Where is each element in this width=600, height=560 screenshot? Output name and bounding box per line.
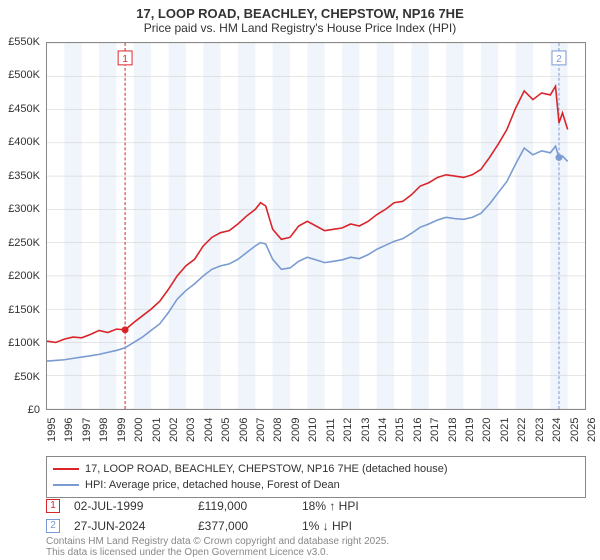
x-tick-label: 2025 [569, 418, 581, 442]
footer-line1: Contains HM Land Registry data © Crown c… [46, 536, 389, 547]
svg-text:1: 1 [122, 54, 128, 65]
transaction-marker: 2 [46, 519, 60, 533]
chart-title-address: 17, LOOP ROAD, BEACHLEY, CHEPSTOW, NP16 … [0, 6, 600, 21]
y-tick-label: £400K [8, 136, 40, 148]
svg-text:2: 2 [556, 54, 562, 65]
x-tick-label: 2003 [185, 418, 197, 442]
transaction-row: 1 02-JUL-1999 £119,000 18% ↑ HPI [46, 496, 586, 516]
chart-subtitle: Price paid vs. HM Land Registry's House … [0, 21, 600, 35]
x-tick-label: 1996 [63, 418, 75, 442]
x-tick-label: 1997 [81, 418, 93, 442]
x-tick-label: 2012 [342, 418, 354, 442]
transaction-price: £377,000 [198, 516, 288, 536]
x-tick-label: 2018 [447, 418, 459, 442]
chart-plot-area: 12 [46, 42, 586, 410]
x-tick-label: 1995 [46, 418, 58, 442]
chart-svg: 12 [47, 43, 585, 409]
legend-label: 17, LOOP ROAD, BEACHLEY, CHEPSTOW, NP16 … [85, 461, 448, 477]
y-tick-label: £450K [8, 103, 40, 115]
footer-attribution: Contains HM Land Registry data © Crown c… [46, 536, 389, 558]
transaction-hpi: 1% ↓ HPI [302, 516, 392, 536]
y-tick-label: £200K [8, 270, 40, 282]
x-tick-label: 2017 [429, 418, 441, 442]
transaction-hpi: 18% ↑ HPI [302, 496, 392, 516]
legend-row: HPI: Average price, detached house, Fore… [53, 477, 579, 493]
legend-swatch [53, 468, 79, 470]
x-tick-label: 2006 [238, 418, 250, 442]
x-tick-label: 2014 [377, 418, 389, 442]
x-tick-label: 2007 [255, 418, 267, 442]
y-tick-label: £100K [8, 337, 40, 349]
transaction-date: 02-JUL-1999 [74, 496, 184, 516]
legend-swatch [53, 484, 79, 486]
x-tick-label: 1998 [98, 418, 110, 442]
x-tick-label: 2001 [151, 418, 163, 442]
x-tick-label: 2015 [394, 418, 406, 442]
x-axis: 1995 1996 1997 1998 1999 2000 2001 2002 2003 2004… [46, 414, 586, 454]
x-tick-label: 2002 [168, 418, 180, 442]
x-tick-label: 2013 [360, 418, 372, 442]
x-tick-label: 2022 [516, 418, 528, 442]
x-tick-label: 2000 [133, 418, 145, 442]
y-tick-label: £150K [8, 304, 40, 316]
y-axis: £0£50K£100K£150K£200K£250K£300K£350K£400… [0, 42, 44, 410]
x-tick-label: 2004 [203, 418, 215, 442]
x-tick-label: 2016 [412, 418, 424, 442]
x-tick-label: 2020 [481, 418, 493, 442]
y-tick-label: £500K [8, 69, 40, 81]
y-tick-label: £50K [14, 371, 40, 383]
footer-line2: This data is licensed under the Open Gov… [46, 547, 389, 558]
x-tick-label: 1999 [116, 418, 128, 442]
legend-row: 17, LOOP ROAD, BEACHLEY, CHEPSTOW, NP16 … [53, 461, 579, 477]
x-tick-label: 2008 [272, 418, 284, 442]
y-tick-label: £350K [8, 170, 40, 182]
x-tick-label: 2021 [499, 418, 511, 442]
transaction-row: 2 27-JUN-2024 £377,000 1% ↓ HPI [46, 516, 586, 536]
y-tick-label: £300K [8, 203, 40, 215]
legend-label: HPI: Average price, detached house, Fore… [85, 477, 340, 493]
legend: 17, LOOP ROAD, BEACHLEY, CHEPSTOW, NP16 … [46, 456, 586, 498]
transaction-price: £119,000 [198, 496, 288, 516]
x-tick-label: 2009 [290, 418, 302, 442]
x-tick-label: 2023 [534, 418, 546, 442]
y-tick-label: £550K [8, 36, 40, 48]
x-tick-label: 2011 [325, 418, 337, 442]
x-tick-label: 2010 [307, 418, 319, 442]
y-tick-label: £250K [8, 237, 40, 249]
x-tick-label: 2019 [464, 418, 476, 442]
x-tick-label: 2024 [551, 418, 563, 442]
transaction-date: 27-JUN-2024 [74, 516, 184, 536]
x-tick-label: 2026 [586, 418, 598, 442]
y-tick-label: £0 [28, 404, 40, 416]
x-tick-label: 2005 [220, 418, 232, 442]
transaction-marker: 1 [46, 499, 60, 513]
transaction-rows: 1 02-JUL-1999 £119,000 18% ↑ HPI 2 27-JUN-202… [46, 496, 586, 536]
